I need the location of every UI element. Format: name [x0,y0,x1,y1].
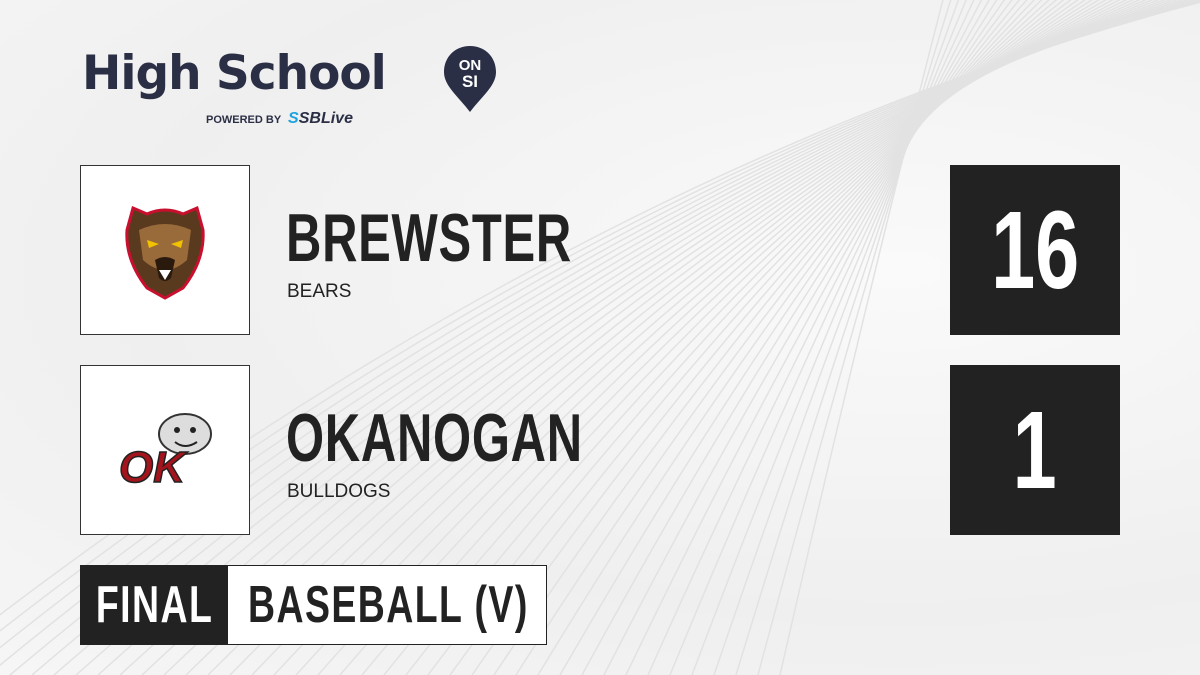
score-home: 16 [950,165,1120,335]
wave-line [405,0,1072,675]
score-away: 1 [950,365,1120,535]
team-mascot-away: BULLDOGS [287,481,391,502]
wave-line [361,0,1087,675]
wave-line [251,0,1121,675]
team-name-home: BREWSTER [286,200,572,276]
wave-line [603,0,1006,675]
team-logo-away: OK [80,365,250,535]
brand-logo: High School ON SI POWERED BY SSBLive [82,46,496,127]
wave-line [339,0,1094,675]
wave-line [185,0,1141,675]
status-badge: FINAL [81,566,228,644]
team-mascot-home: BEARS [287,281,352,302]
brand-title: High School [82,46,387,101]
bulldog-ok-logo-icon: OK [118,413,212,490]
wave-line [735,0,960,675]
powered-by-label: POWERED BY [206,114,281,126]
on-si-pin-icon: ON SI [444,46,496,112]
wave-line [493,0,1043,675]
wave-line [537,0,1028,675]
wave-line [471,0,1050,675]
wave-line [779,0,944,675]
wave-line [669,0,983,675]
sblive-logo: SSBLive [288,110,353,127]
game-status-bar: FINAL BASEBALL (V) [80,565,547,645]
wave-line [581,0,1013,675]
wave-line [449,0,1058,675]
wave-line [559,0,1021,675]
wave-line [515,0,1036,675]
wave-line [383,0,1079,675]
wave-line [713,0,967,675]
team-name-away: OKANOGAN [286,400,583,476]
wave-line [625,0,998,675]
svg-text:OK: OK [119,443,188,490]
sport-label: BASEBALL (V) [248,576,529,634]
wave-line [647,0,990,675]
powered-by: POWERED BY SSBLive [206,110,353,128]
team-logo-home [80,165,250,335]
wave-line [757,0,952,675]
wave-line [207,0,1135,675]
svg-text:SI: SI [462,72,478,91]
wave-line [295,0,1108,675]
bear-logo-icon [125,205,205,300]
wave-line [229,0,1128,675]
wave-line [691,0,975,675]
wave-line [317,0,1101,675]
wave-line [427,0,1065,675]
wave-line [273,0,1114,675]
svg-text:ON: ON [459,57,482,74]
